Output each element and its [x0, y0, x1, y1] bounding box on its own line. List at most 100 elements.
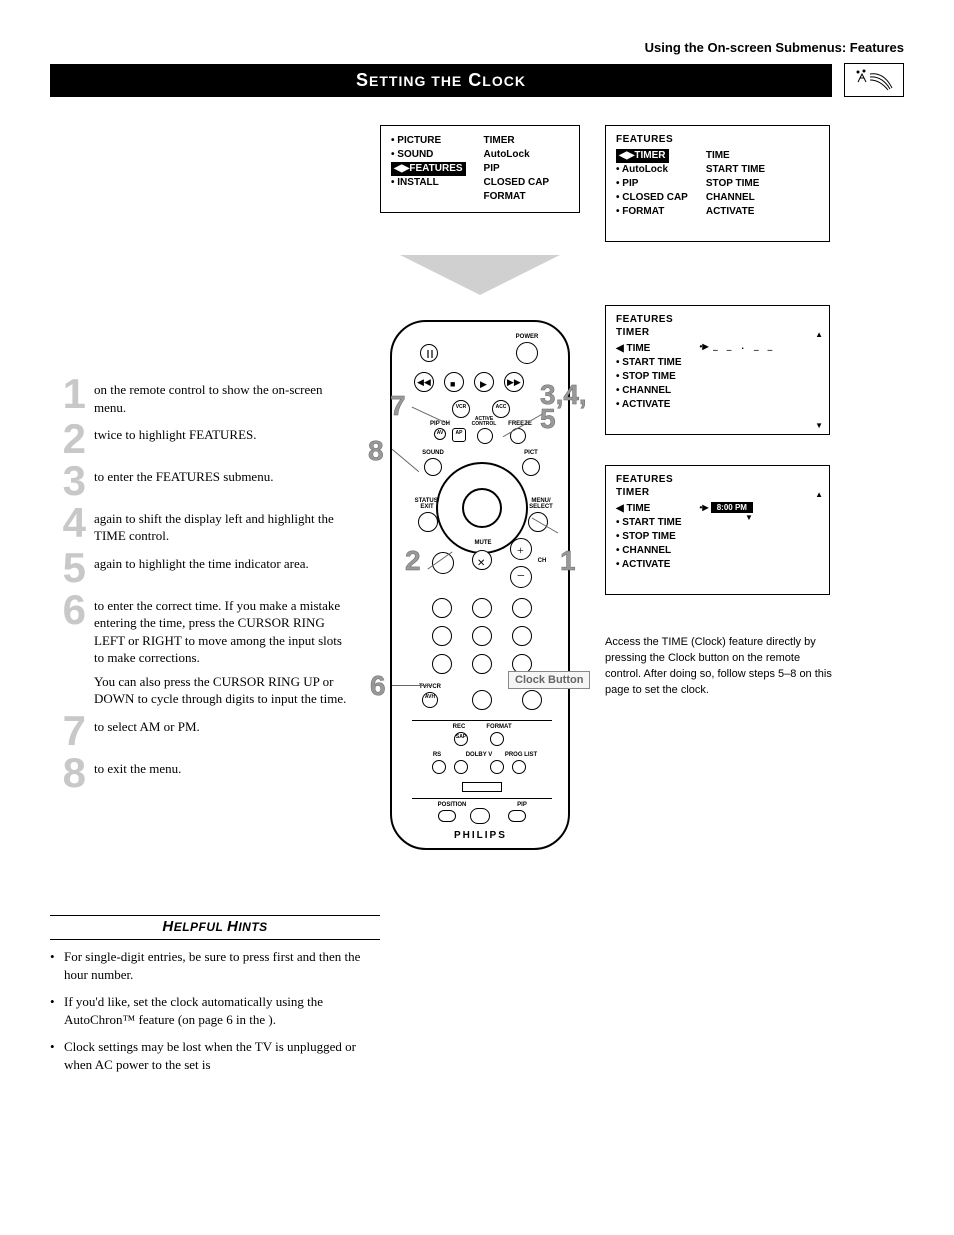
menu-item	[616, 219, 688, 233]
digit-2-button[interactable]	[472, 598, 492, 618]
step-text: twice to highlight FEATURES.	[94, 420, 350, 458]
side-note: Access the TIME (Clock) feature directly…	[605, 635, 835, 699]
menu-item: SOUND	[391, 148, 466, 162]
menu-label: MENU/ SELECT	[526, 498, 556, 510]
dolby-label: DOLBY V	[464, 752, 494, 758]
ch-down-button[interactable]: −	[510, 566, 532, 588]
digit-3-button[interactable]	[512, 598, 532, 618]
step-2: 2twice to highlight FEATURES.	[50, 420, 350, 458]
menu-item: STOP TIME	[616, 370, 682, 384]
digit-8-button[interactable]	[472, 654, 492, 674]
av-label: AV	[434, 430, 446, 436]
menu-item: AutoLock	[616, 163, 688, 177]
pause-button[interactable]	[420, 344, 438, 362]
digit-4-button[interactable]	[432, 626, 452, 646]
callout-8: 8	[368, 435, 384, 467]
ffwd-button[interactable]: ▶▶	[504, 372, 524, 392]
position-button[interactable]	[438, 810, 456, 822]
active-control-button[interactable]	[477, 428, 493, 444]
format-label: FORMAT	[484, 724, 514, 730]
status-exit-button[interactable]	[418, 512, 438, 532]
acc-label: ACC	[492, 404, 510, 410]
sap-label: SAP	[454, 734, 468, 740]
pip-button[interactable]	[508, 810, 526, 822]
menu-item: ◀ TIME	[616, 342, 682, 356]
play-button[interactable]: ▶	[474, 372, 494, 392]
prog-label: PROG LIST	[504, 752, 538, 758]
step-number: 5	[50, 549, 94, 587]
osd-menu-timer-set: FEATURES TIMER ▲ ◀ TIMESTART TIMESTOP TI…	[605, 465, 830, 595]
power-label: POWER	[512, 334, 542, 340]
menu-value: START TIME	[706, 163, 765, 177]
callout-6: 6	[370, 670, 386, 702]
step-7: 7to select AM or PM.	[50, 712, 350, 750]
diagram-area: PICTURESOUND◀▶FEATURESINSTALL TIMER AutoL…	[370, 115, 904, 875]
power-button[interactable]	[516, 342, 538, 364]
digit-5-button[interactable]	[472, 626, 492, 646]
menu-item: PICTURE	[391, 134, 466, 148]
leader-line	[392, 685, 432, 686]
menu-value: TIMER	[484, 134, 550, 148]
menu-item: ◀▶FEATURES	[391, 162, 466, 176]
rewind-button[interactable]: ◀◀	[414, 372, 434, 392]
step-number: 7	[50, 712, 94, 750]
rs-label: RS	[430, 752, 444, 758]
mute-button[interactable]: ✕	[472, 550, 492, 570]
menu-item	[616, 412, 682, 426]
step-1: 1on the remote control to show the on-sc…	[50, 375, 350, 416]
rec-label: REC	[448, 724, 470, 730]
step-text: to enter the correct time. If you make a…	[94, 591, 350, 708]
osd-menu-main: PICTURESOUND◀▶FEATURESINSTALL TIMERAutoL…	[380, 125, 580, 213]
ch-up-button[interactable]: +	[510, 538, 532, 560]
active-label: ACTIVE CONTROL	[470, 417, 498, 427]
digit-7-button[interactable]	[432, 654, 452, 674]
menu-item: CHANNEL	[616, 384, 682, 398]
menu-item: ◀▶TIMER	[616, 149, 669, 163]
menu-value: CHANNEL	[706, 191, 765, 205]
page-title: SETTING THE CLOCK	[50, 64, 832, 97]
step-4: 4again to shift the display left and hig…	[50, 504, 350, 545]
step-number: 2	[50, 420, 94, 458]
pointer-triangle	[400, 255, 560, 295]
stop-button[interactable]: ■	[444, 372, 464, 392]
step-number: 6	[50, 591, 94, 708]
digit-6-button[interactable]	[512, 626, 532, 646]
cursor-ring-inner	[462, 488, 502, 528]
extra-button[interactable]	[490, 760, 504, 774]
menu-item	[616, 572, 682, 586]
pict-label: PICT	[520, 450, 542, 456]
center-oval-button[interactable]	[470, 808, 490, 824]
digit-0-button[interactable]	[472, 690, 492, 710]
ap-label: AP	[452, 430, 466, 436]
callout-7: 7	[390, 390, 406, 422]
step-text: again to highlight the time indicator ar…	[94, 549, 350, 587]
hint-item: For single-digit entries, be sure to pre…	[50, 948, 380, 983]
menu-item: INSTALL	[391, 176, 466, 190]
menu-value: PIP	[484, 162, 550, 176]
proglist-button[interactable]	[512, 760, 526, 774]
step-text: again to shift the display left and high…	[94, 504, 350, 545]
menu-item: ACTIVATE	[616, 398, 682, 412]
vcr-label: VCR	[452, 404, 470, 410]
helpful-hints: HELPFUL HINTS For single-digit entries, …	[50, 915, 380, 1073]
menu-item: CHANNEL	[616, 544, 682, 558]
hint-item: If you'd like, set the clock automatical…	[50, 993, 380, 1028]
pict-button[interactable]	[522, 458, 540, 476]
feature-icon	[844, 63, 904, 97]
menu-item: PIP	[616, 177, 688, 191]
clock-button[interactable]	[522, 690, 542, 710]
format-button[interactable]	[490, 732, 504, 746]
step-text: to enter the FEATURES submenu.	[94, 462, 350, 500]
sound-button[interactable]	[424, 458, 442, 476]
step-5: 5again to highlight the time indicator a…	[50, 549, 350, 587]
pipch-label: PIP CH	[428, 421, 452, 427]
breadcrumb: Using the On-screen Submenus: Features	[50, 40, 904, 55]
menu-value: CLOSED CAP	[484, 176, 550, 190]
osd-menu-features: FEATURES ◀▶TIMERAutoLockPIPCLOSED CAPFOR…	[605, 125, 830, 242]
menu-item: FORMAT	[616, 205, 688, 219]
dolby-button[interactable]	[454, 760, 468, 774]
rs-button[interactable]	[432, 760, 446, 774]
digit-1-button[interactable]	[432, 598, 452, 618]
osd-menu-timer-blank: FEATURES TIMER ▲ ◀ TIMESTART TIMESTOP TI…	[605, 305, 830, 435]
step-8: 8to exit the menu.	[50, 754, 350, 792]
